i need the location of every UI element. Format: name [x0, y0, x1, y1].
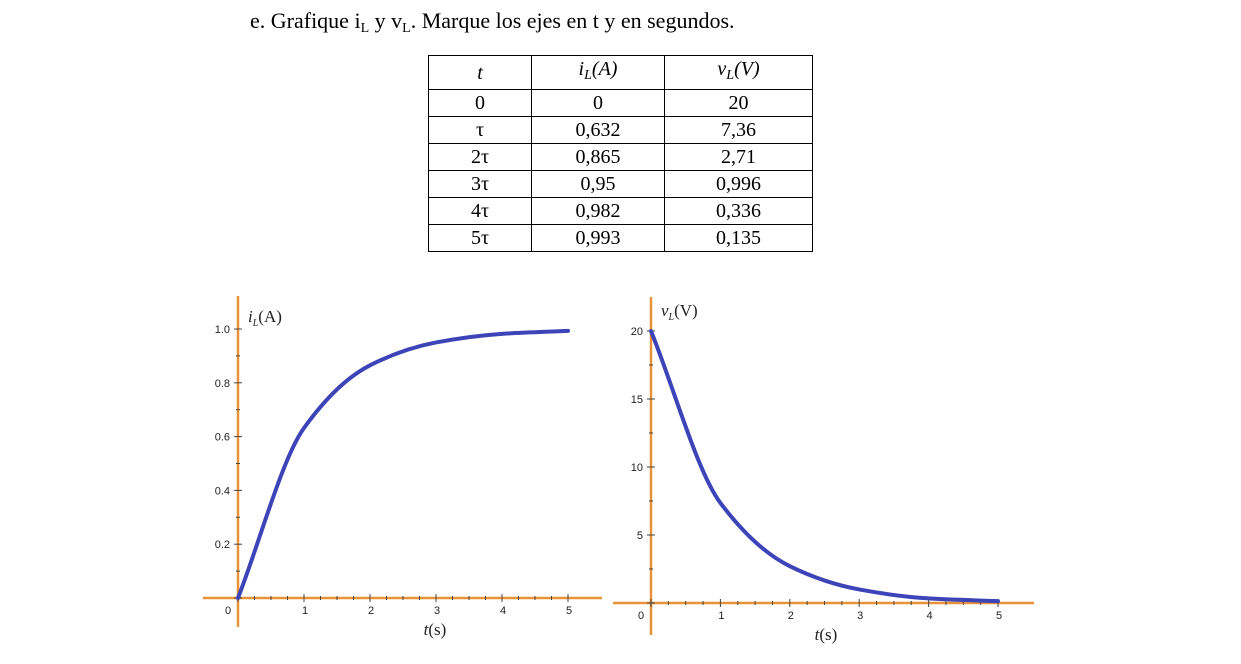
vl-y-tick-label: 15 — [631, 394, 643, 406]
vl-x-tick-label: 3 — [857, 610, 863, 622]
il-x-tick-label: 3 — [434, 605, 440, 617]
table-row: 3τ 0,95 0,996 — [428, 170, 813, 198]
table-row: τ 0,632 7,36 — [428, 116, 813, 144]
cell-il: 0 — [531, 89, 665, 117]
instruction-sub-1: L — [360, 21, 370, 36]
values-table: t iL(A) vL(V) 0 0 20 τ 0,632 7,36 2τ 0,865 2,7… — [428, 55, 813, 252]
vl-x-tick-label: 4 — [927, 610, 933, 622]
vl-x-tick-label: 1 — [718, 610, 724, 622]
il-y-tick-label: 0.8 — [215, 378, 230, 390]
vl-x-axis-title: t(s) — [815, 625, 838, 644]
vl-y-tick-label: 10 — [631, 462, 643, 474]
cell-vl: 7,36 — [664, 116, 813, 144]
cell-il: 0,982 — [531, 197, 665, 225]
table-header-row: t iL(A) vL(V) — [428, 55, 813, 90]
il-origin-label: 0 — [225, 605, 231, 617]
instruction-middle: y v — [369, 8, 403, 33]
header-il: iL(A) — [531, 55, 665, 90]
instruction-text: e. Grafique iL y vL. Marque los ejes en … — [250, 8, 735, 37]
vl-y-tick-label: 5 — [637, 530, 643, 542]
cell-il: 0,865 — [531, 143, 665, 171]
vl-y-axis-title: vL(V) — [661, 301, 698, 323]
il-x-tick-label: 4 — [500, 605, 506, 617]
instruction-prefix: e. Grafique i — [250, 8, 361, 33]
il-y-tick-label: 0.2 — [215, 539, 230, 551]
il-x-tick-label: 1 — [302, 605, 308, 617]
il-curve — [236, 328, 570, 600]
table-row: 4τ 0,982 0,336 — [428, 197, 813, 225]
cell-il: 0,993 — [531, 224, 665, 252]
instruction-suffix: . Marque los ejes en t y en segundos. — [410, 8, 735, 33]
il-y-tick-label: 0.6 — [215, 432, 230, 444]
il-y-tick-label: 0.4 — [215, 485, 230, 497]
instruction-sub-2: L — [402, 21, 411, 36]
cell-t: 0 — [428, 89, 532, 117]
table-row: 5τ 0,993 0,135 — [428, 224, 813, 252]
vl-y-tick-label: 20 — [631, 326, 643, 338]
vl-curve — [649, 329, 1000, 604]
cell-il: 0,632 — [531, 116, 665, 144]
il-x-tick-label: 2 — [368, 605, 374, 617]
il-y-tick-label: 1.0 — [215, 324, 230, 336]
vl-x-tick-label: 5 — [996, 610, 1002, 622]
il-y-axis-title: iL(A) — [248, 307, 282, 329]
il-x-tick-label: 5 — [566, 605, 572, 617]
vl-x-tick-label: 2 — [788, 610, 794, 622]
cell-t: 3τ — [428, 170, 532, 198]
cell-vl: 0,135 — [664, 224, 813, 252]
cell-t: 5τ — [428, 224, 532, 252]
il-x-axis-title: t(s) — [424, 620, 447, 639]
cell-t: 4τ — [428, 197, 532, 225]
cell-t: τ — [428, 116, 532, 144]
vl-origin-label: 0 — [638, 610, 644, 622]
